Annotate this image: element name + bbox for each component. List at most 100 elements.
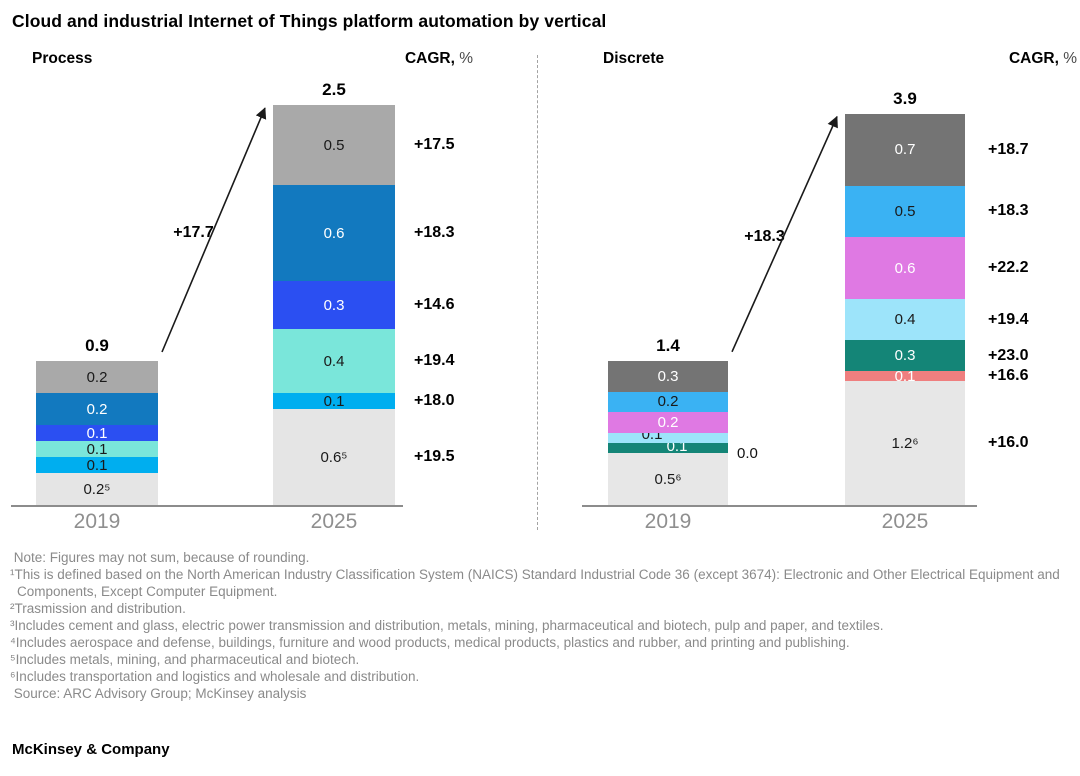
stacked-bar-discrete-2019: 0.5⁶ 0.1 0.1 0.2 0.2 0.3 bbox=[608, 360, 728, 505]
page-title: Cloud and industrial Internet of Things … bbox=[12, 11, 607, 31]
cagr-value: +23.0 bbox=[988, 346, 1029, 364]
cagr-column-header: CAGR, % bbox=[313, 50, 473, 68]
segment-value-label: 0.1 bbox=[86, 440, 108, 458]
sky-blue-segment: 0.5 bbox=[845, 185, 965, 238]
charts-region: Process CAGR, % 0.2⁵ 0.1 0.1 0.1 0.2 0.2 0.9 2019… bbox=[11, 50, 1077, 533]
cagr-value: +19.4 bbox=[988, 310, 1029, 328]
cagr-value: +16.0 bbox=[988, 434, 1029, 452]
orchid-segment: 0.2 bbox=[608, 412, 728, 433]
segment-value-label: 0.2 bbox=[86, 400, 108, 418]
footnote: ¹This is defined based on the North Amer… bbox=[10, 567, 1060, 599]
dark-gray-segment: 0.7 bbox=[845, 113, 965, 186]
segment-value-label: 0.1 bbox=[323, 392, 345, 410]
teal-segment: 0.3 bbox=[845, 340, 965, 372]
footnote: ²Trasmission and distribution. bbox=[10, 601, 186, 616]
footnote: ³Includes cement and glass, electric pow… bbox=[10, 618, 884, 633]
light-gray-segment: 0.2⁵ bbox=[36, 473, 158, 505]
segment-value-label: 0.7 bbox=[894, 141, 916, 159]
deep-blue-segment: 0.6 bbox=[273, 185, 395, 281]
segment-value-label: 0.6 bbox=[894, 259, 916, 277]
stacked-bar-process-2025: 0.6⁵ 0.1 0.4 0.3 0.6 0.5 bbox=[273, 105, 395, 505]
deep-blue-segment: 0.2 bbox=[36, 393, 158, 425]
growth-arrow-label: +17.7 bbox=[173, 224, 214, 241]
dark-gray-segment: 0.3 bbox=[608, 360, 728, 392]
segment-value-label: 0.2 bbox=[657, 393, 679, 411]
cagr-value: +19.4 bbox=[414, 352, 455, 369]
footnote: ⁶Includes transportation and logistics a… bbox=[10, 669, 420, 684]
cagr-header-label: CAGR, bbox=[404, 50, 460, 67]
salmon-segment: 0.1 bbox=[845, 367, 965, 385]
cagr-column-header: CAGR, % bbox=[917, 50, 1077, 68]
royal-blue-segment: 0.3 bbox=[273, 281, 395, 329]
cagr-value: +22.2 bbox=[988, 259, 1029, 277]
bar-total-label: 3.9 bbox=[893, 88, 917, 108]
brand-footer: McKinsey & Company bbox=[12, 741, 170, 758]
x-axis-line bbox=[11, 505, 403, 507]
x-axis-line bbox=[582, 505, 977, 507]
turquoise-segment: 0.4 bbox=[273, 329, 395, 393]
cagr-header-unit: % bbox=[1063, 50, 1077, 67]
light-gray-segment: 0.6⁵ bbox=[273, 409, 395, 505]
footnotes: Note: Figures may not sum, because of ro… bbox=[10, 549, 1072, 702]
segment-value-label: 0.1 bbox=[894, 367, 916, 385]
footnote: Note: Figures may not sum, because of ro… bbox=[10, 550, 310, 565]
panel-title-process: Process bbox=[32, 50, 93, 67]
segment-value-label: 0.2⁵ bbox=[83, 480, 111, 498]
segment-value-label: 0.3 bbox=[894, 347, 916, 365]
segment-value-label: 0.2 bbox=[86, 368, 108, 386]
segment-value-label: 1.2⁶ bbox=[891, 434, 919, 452]
axis-label-2025: 2025 bbox=[310, 510, 358, 533]
cagr-value: +14.6 bbox=[414, 296, 455, 313]
segment-value-label: 0.5⁶ bbox=[654, 470, 682, 488]
stacked-bar-discrete-2025: 1.2⁶ 0.1 0.3 0.4 0.6 0.5 0.7 bbox=[845, 113, 965, 505]
panel-title-discrete: Discrete bbox=[603, 50, 665, 67]
pale-cyan-segment: 0.4 bbox=[845, 298, 965, 341]
segment-value-label: 0.4 bbox=[894, 311, 916, 329]
gray-segment: 0.5 bbox=[273, 105, 395, 185]
teal-segment: 0.1 bbox=[608, 439, 728, 454]
segment-value-label: 0.4 bbox=[323, 352, 345, 370]
cagr-value: +18.3 bbox=[988, 202, 1029, 220]
bar-total-label: 1.4 bbox=[656, 335, 680, 355]
cagr-value: +19.5 bbox=[414, 448, 455, 465]
royal-blue-segment: 0.1 bbox=[36, 425, 158, 441]
footnote: ⁴Includes aerospace and defense, buildin… bbox=[10, 635, 850, 650]
footnote: Source: ARC Advisory Group; McKinsey ana… bbox=[10, 686, 307, 701]
segment-value-label: 0.6⁵ bbox=[320, 448, 348, 466]
gray-segment: 0.2 bbox=[36, 361, 158, 393]
bar-total-label: 0.9 bbox=[85, 336, 109, 355]
segment-value-label: 0.1 bbox=[86, 424, 108, 442]
axis-label-2025: 2025 bbox=[881, 510, 929, 533]
turquoise-segment: 0.1 bbox=[36, 441, 158, 457]
segment-value-label: 0.5 bbox=[894, 202, 916, 220]
segment-value-label: 0.2 bbox=[657, 414, 679, 432]
cagr-header-unit: % bbox=[459, 50, 473, 67]
axis-label-2019: 2019 bbox=[73, 510, 121, 533]
cagr-value: +18.3 bbox=[414, 224, 455, 241]
axis-label-2019: 2019 bbox=[644, 510, 692, 533]
light-gray-segment: 1.2⁶ bbox=[845, 381, 965, 505]
segment-value-label: 0.3 bbox=[657, 367, 679, 385]
sky-blue-segment: 0.2 bbox=[608, 391, 728, 413]
segment-value-label: 0.3 bbox=[323, 296, 345, 314]
cagr-value: +16.6 bbox=[988, 367, 1029, 385]
cagr-value: +18.7 bbox=[988, 140, 1029, 158]
light-gray-segment: 0.5⁶ bbox=[608, 453, 728, 505]
pale-cyan-segment: 0.1 bbox=[608, 427, 728, 444]
segment-value-label: 0.6 bbox=[323, 224, 345, 242]
zero-segment-label: 0.0 bbox=[737, 444, 758, 462]
orchid-segment: 0.6 bbox=[845, 237, 965, 299]
segment-value-label: 0.1 bbox=[86, 456, 108, 474]
bar-total-label: 2.5 bbox=[322, 80, 346, 99]
cagr-value: +18.0 bbox=[414, 392, 455, 409]
cagr-value: +17.5 bbox=[414, 136, 455, 153]
footnote: ⁵Includes metals, mining, and pharmaceut… bbox=[10, 652, 360, 667]
sky-blue-segment: 0.1 bbox=[36, 457, 158, 473]
growth-arrow-label: +18.3 bbox=[744, 228, 785, 246]
stacked-bar-process-2019: 0.2⁵ 0.1 0.1 0.1 0.2 0.2 bbox=[36, 361, 158, 505]
segment-value-label: 0.5 bbox=[323, 136, 345, 154]
cagr-header-label: CAGR, bbox=[1008, 50, 1064, 67]
panel-divider bbox=[537, 55, 538, 530]
sky-blue-segment: 0.1 bbox=[273, 393, 395, 409]
